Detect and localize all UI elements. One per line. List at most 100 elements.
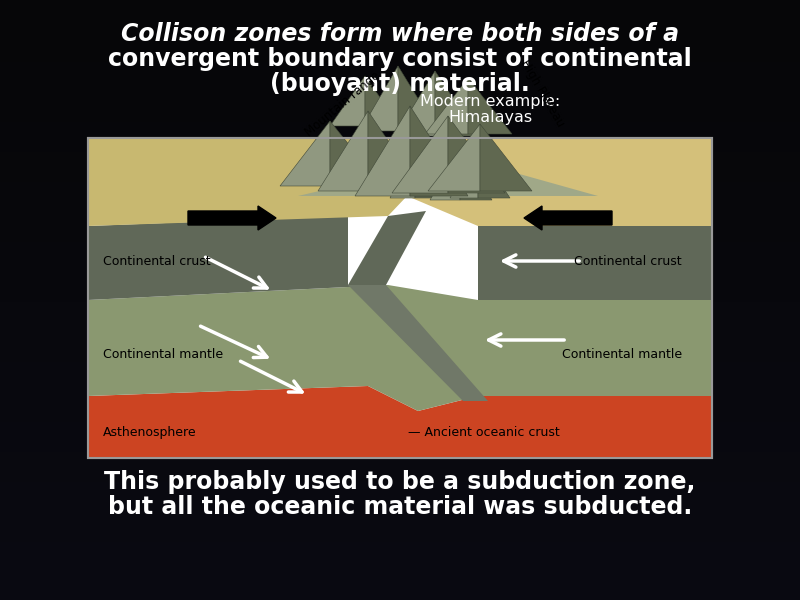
Bar	[0, 156, 800, 157]
Bar	[0, 244, 800, 245]
Bar	[0, 357, 800, 358]
Bar	[0, 550, 800, 551]
Polygon shape	[478, 226, 712, 300]
Bar	[0, 391, 800, 392]
Bar	[0, 566, 800, 567]
Bar	[0, 196, 800, 197]
Bar	[0, 385, 800, 386]
Bar	[0, 517, 800, 518]
Polygon shape	[478, 300, 712, 396]
Bar	[0, 476, 800, 477]
Bar	[0, 0, 800, 1]
Bar	[0, 314, 800, 315]
Bar	[0, 588, 800, 589]
Bar	[0, 60, 800, 61]
Bar	[0, 487, 800, 488]
Bar	[0, 279, 800, 280]
Bar	[0, 97, 800, 98]
Bar	[0, 444, 800, 445]
Bar	[0, 125, 800, 126]
Bar	[0, 36, 800, 37]
Bar	[0, 489, 800, 490]
Bar	[0, 22, 800, 23]
Bar	[0, 169, 800, 170]
Bar	[0, 216, 800, 217]
Bar	[0, 590, 800, 591]
Bar	[0, 131, 800, 132]
Bar	[0, 410, 800, 411]
Bar	[0, 533, 800, 534]
Polygon shape	[407, 138, 712, 226]
Bar	[0, 464, 800, 465]
Bar	[0, 549, 800, 550]
Bar	[0, 592, 800, 593]
Bar	[0, 220, 800, 221]
Bar	[0, 286, 800, 287]
Text: Continental crust: Continental crust	[574, 255, 682, 268]
Bar	[0, 407, 800, 408]
Bar	[0, 272, 800, 273]
Bar	[0, 327, 800, 328]
Bar	[0, 23, 800, 24]
Bar	[0, 350, 800, 351]
Bar	[0, 409, 800, 410]
Bar	[0, 458, 800, 459]
Bar	[0, 204, 800, 205]
Bar	[0, 69, 800, 70]
Bar	[0, 309, 800, 310]
Bar	[0, 190, 800, 191]
Text: (buoyant) material.: (buoyant) material.	[270, 72, 530, 96]
Bar	[0, 117, 800, 118]
Bar	[0, 233, 800, 234]
Bar	[0, 351, 800, 352]
Bar	[0, 158, 800, 159]
Bar	[0, 466, 800, 467]
Bar	[0, 411, 800, 412]
Bar	[0, 20, 800, 21]
Bar	[88, 138, 712, 458]
Bar	[0, 184, 800, 185]
Bar	[0, 284, 800, 285]
Bar	[0, 512, 800, 513]
Bar	[0, 269, 800, 270]
Bar	[0, 593, 800, 594]
Bar	[0, 266, 800, 267]
Bar	[0, 249, 800, 250]
Bar	[0, 481, 800, 482]
Bar	[0, 119, 800, 120]
Bar	[0, 77, 800, 78]
Bar	[0, 475, 800, 476]
Bar	[0, 417, 800, 418]
Bar	[0, 422, 800, 423]
Bar	[0, 518, 800, 519]
Bar	[0, 380, 800, 381]
Bar	[0, 468, 800, 469]
Bar	[0, 257, 800, 258]
Bar	[0, 310, 800, 311]
Bar	[0, 188, 800, 189]
Bar	[0, 418, 800, 419]
Bar	[0, 519, 800, 520]
Bar	[0, 356, 800, 357]
Bar	[0, 275, 800, 276]
Bar	[0, 212, 800, 213]
Bar	[0, 594, 800, 595]
Bar	[0, 80, 800, 81]
Bar	[0, 152, 800, 153]
Bar	[0, 280, 800, 281]
Polygon shape	[415, 150, 445, 198]
Bar	[0, 377, 800, 378]
Bar	[0, 2, 800, 3]
Polygon shape	[392, 116, 448, 193]
Bar	[0, 83, 800, 84]
Bar	[0, 457, 800, 458]
Bar	[0, 359, 800, 360]
Bar	[0, 369, 800, 370]
Bar	[0, 492, 800, 493]
Bar	[0, 526, 800, 527]
Bar	[0, 439, 800, 440]
Bar	[0, 469, 800, 470]
Bar	[0, 215, 800, 216]
Bar	[0, 508, 800, 509]
Bar	[88, 138, 712, 458]
